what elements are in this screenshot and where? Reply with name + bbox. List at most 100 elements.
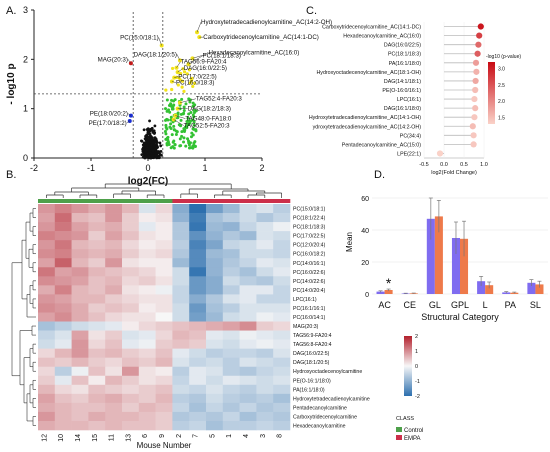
heatmap-cell xyxy=(239,258,257,268)
heatmap-row-label: Hydroxyoctadecenoylcarnitine xyxy=(293,369,362,375)
volcano-point xyxy=(179,118,183,122)
heatmap-cell xyxy=(38,249,56,259)
volcano-point xyxy=(165,109,169,113)
heatmap-cell xyxy=(71,294,89,304)
heatmap-cell xyxy=(88,258,106,268)
volcano-point xyxy=(155,146,159,150)
heatmap-cell xyxy=(54,393,72,404)
heatmap-cell xyxy=(122,357,140,368)
heatmap-cell xyxy=(273,411,291,422)
volcano-label-connector xyxy=(175,115,186,119)
heatmap-column-label: 11 xyxy=(109,434,116,441)
heatmap-cell xyxy=(155,294,173,304)
heatmap-cell xyxy=(138,339,156,349)
heatmap-cell xyxy=(155,357,173,368)
heatmap-cell xyxy=(38,258,56,268)
heatmap-cell xyxy=(71,249,89,259)
class-bar-cell xyxy=(172,199,190,203)
heatmap-cell xyxy=(256,348,274,358)
heatmap-cell xyxy=(189,321,207,331)
volcano-point xyxy=(174,132,178,136)
volcano-label-connector xyxy=(179,98,196,103)
heatmap-cell xyxy=(222,213,240,223)
volcano-point-label: PC(15:0/18:1) xyxy=(120,35,159,42)
colorbar-tick-label: 3.0 xyxy=(498,67,505,73)
heatmap-cell xyxy=(256,267,274,277)
heatmap-cell xyxy=(105,294,123,304)
heatmap-cell xyxy=(222,249,240,259)
heatmap-cell xyxy=(239,321,257,331)
heatmap-cell xyxy=(256,402,274,413)
volcano-point-label: MAG(20:3) xyxy=(98,56,128,63)
volcano-point-label: DAG(18:2/18:3) xyxy=(188,106,231,113)
volcano-label-connector xyxy=(171,81,177,83)
heatmap-cell xyxy=(273,276,291,286)
volcano-point xyxy=(165,98,169,102)
heatmap-cell xyxy=(38,348,56,358)
heatmap-cell xyxy=(122,204,140,214)
heatmap-cell xyxy=(172,222,190,232)
lollipop-x-tick-label: -0.5 xyxy=(419,162,428,168)
heatmap-cell xyxy=(122,213,140,223)
heatmap-cell xyxy=(88,276,106,286)
heatmap-cell xyxy=(172,330,190,340)
volcano-point-label: Hydroxytetradecadienoylcarnitine_AC(14:2… xyxy=(201,19,332,26)
bar-category-label: L xyxy=(483,300,488,310)
heatmap-cell xyxy=(206,231,224,241)
heatmap-row-label: PC(14:0/22:6) xyxy=(293,279,326,285)
volcano-point xyxy=(180,134,184,138)
heatmap-cell xyxy=(256,294,274,304)
heatmap-cell xyxy=(273,384,291,395)
heatmap-cell xyxy=(71,267,89,277)
heatmap-cell xyxy=(71,420,89,431)
heatmap-column-label: 4 xyxy=(243,434,250,438)
heatmap-cell xyxy=(273,303,291,313)
heatmap-cell xyxy=(54,321,72,331)
volcano-point xyxy=(169,102,173,106)
volcano-point xyxy=(177,123,181,127)
volcano-point xyxy=(193,110,197,114)
class-bar-cell xyxy=(88,199,106,203)
heatmap-cell xyxy=(189,231,207,241)
heatmap-cell xyxy=(105,339,123,349)
heatmap-cell xyxy=(105,249,123,259)
heatmap-cell xyxy=(155,240,173,250)
volcano-point-label: PC(17:0/22:5) xyxy=(178,74,217,81)
heatmap-cell xyxy=(222,384,240,395)
heatmap-cell xyxy=(206,204,224,214)
volcano-point xyxy=(158,141,162,145)
lollipop-category-label: PC(34:4) xyxy=(400,133,421,139)
heatmap-cell xyxy=(239,285,257,295)
heatmap-cell xyxy=(138,348,156,358)
colorbar-tick-label: 2.0 xyxy=(498,99,505,105)
heatmap-cell xyxy=(256,249,274,259)
volcano-label-connector xyxy=(158,37,162,46)
class-bar-cell xyxy=(256,199,274,203)
heatmap-cell xyxy=(256,312,274,322)
lollipop-category-label: DAG(14:1/18:1) xyxy=(384,79,421,85)
heatmap-cell xyxy=(71,366,89,377)
volcano-label-connector xyxy=(173,119,184,126)
heatmap-cell xyxy=(222,402,240,413)
heatmap-cell xyxy=(38,366,56,377)
heatmap-cell xyxy=(138,312,156,322)
bar xyxy=(485,285,494,294)
lollipop-point xyxy=(472,105,479,112)
heatmap-cell xyxy=(138,222,156,232)
heatmap-cell xyxy=(256,357,274,368)
lollipop-point xyxy=(470,132,477,139)
volcano-point xyxy=(185,72,189,76)
volcano-point xyxy=(184,144,188,148)
volcano-point-label: PE(17:0/18:2) xyxy=(89,120,127,127)
volcano-point xyxy=(147,135,151,139)
volcano-point xyxy=(172,139,176,143)
heatmap-column-label: 12 xyxy=(41,434,48,442)
bar-category-label: PA xyxy=(505,300,516,310)
heatmap-cell xyxy=(71,285,89,295)
heatmap-cell xyxy=(222,411,240,422)
heatmap-cell xyxy=(222,312,240,322)
heatmap-cell xyxy=(172,348,190,358)
heatmap-cell xyxy=(222,285,240,295)
volcano-point xyxy=(180,85,184,89)
heatmap-cell xyxy=(88,339,106,349)
